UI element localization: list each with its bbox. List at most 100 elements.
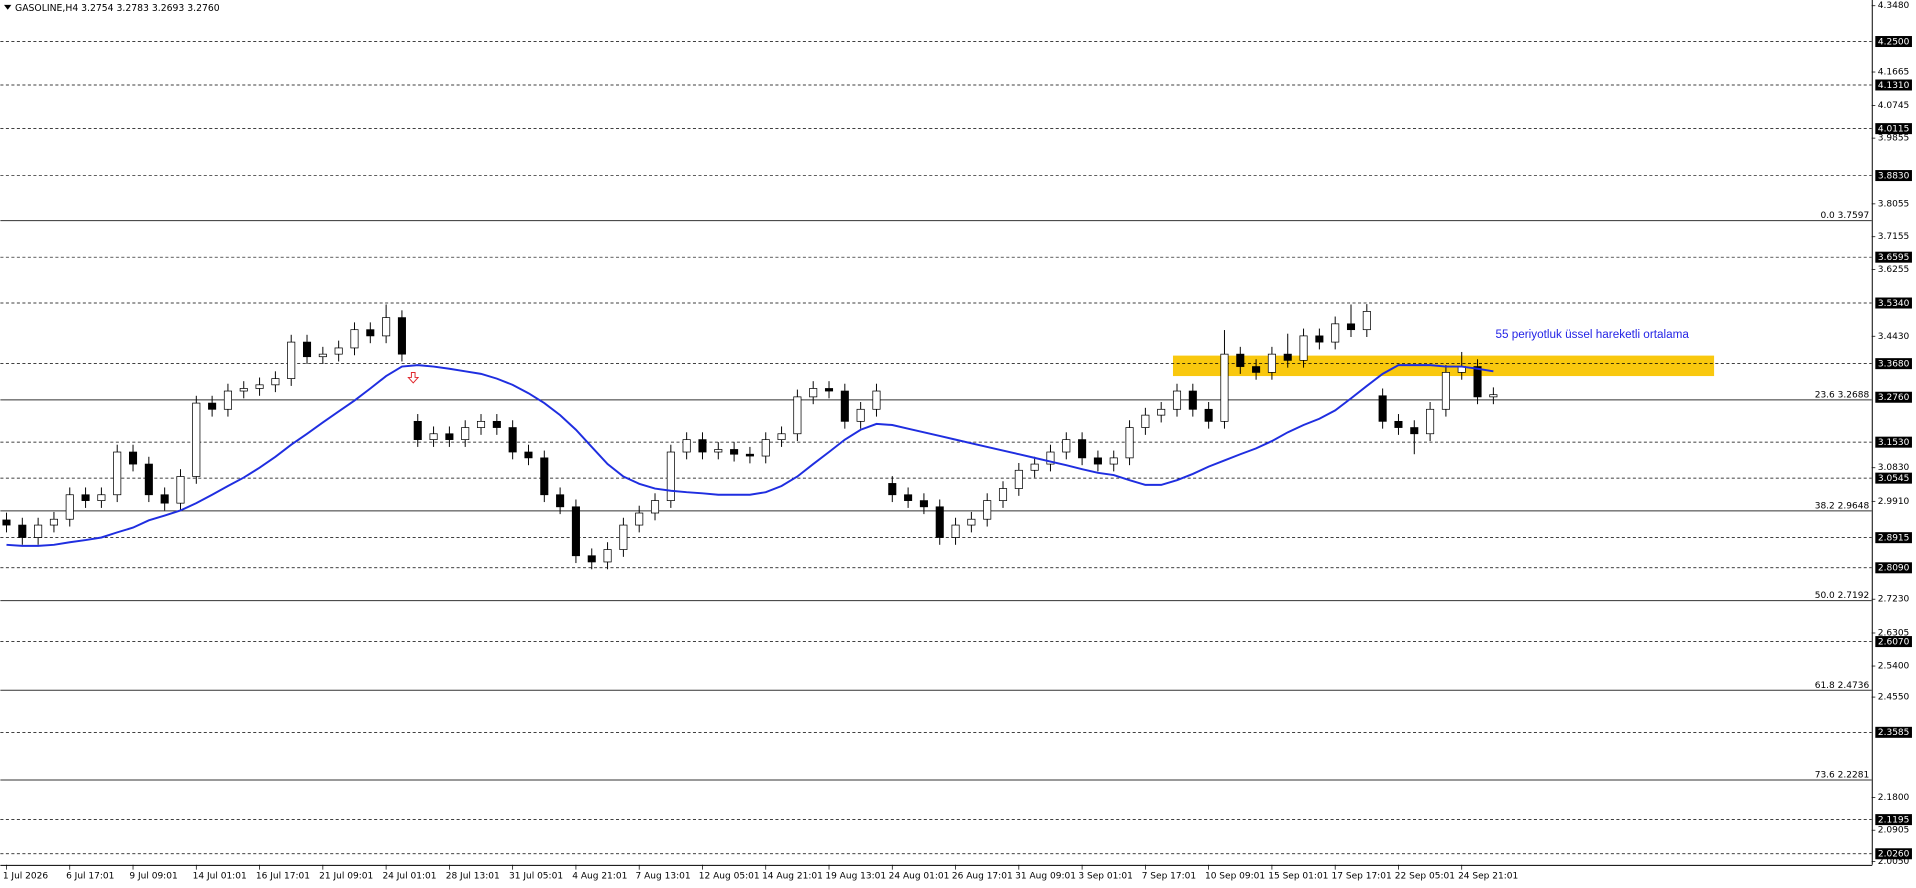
candle-body xyxy=(745,453,754,457)
candle-body xyxy=(872,390,881,410)
level-label: 4.1310 xyxy=(1878,81,1910,91)
ema-line xyxy=(6,364,1494,547)
y-tick-label: 3.8055 xyxy=(1878,199,1910,209)
candle-body xyxy=(1441,372,1450,410)
candle-body xyxy=(730,449,739,455)
level-label: 2.0260 xyxy=(1878,850,1910,860)
candle-body xyxy=(904,494,913,501)
candle-body xyxy=(524,451,533,459)
fib-label: 0.0 3.7597 xyxy=(1820,211,1869,221)
candle-body xyxy=(144,463,153,496)
level-label-box xyxy=(1875,358,1912,370)
y-tick-label: 3.7155 xyxy=(1878,232,1910,242)
candle-body xyxy=(239,388,248,392)
candle-body xyxy=(476,420,486,428)
y-tick-label: 3.9855 xyxy=(1878,134,1910,144)
candle-body xyxy=(1220,353,1229,422)
candle-body xyxy=(856,408,865,422)
candle-body xyxy=(1299,335,1308,361)
level-label-box xyxy=(1875,297,1912,309)
candle-body xyxy=(824,388,834,392)
y-tick-label: 3.4430 xyxy=(1878,332,1910,342)
candle-body xyxy=(176,476,185,504)
x-tick-label: 9 Jul 09:01 xyxy=(129,871,177,881)
y-tick-label: 3.0830 xyxy=(1878,463,1910,473)
candle-body xyxy=(287,341,296,379)
menu-triangle[interactable] xyxy=(4,4,12,10)
candle-body xyxy=(1252,366,1261,373)
y-tick-label: 3.6255 xyxy=(1878,265,1910,275)
candle-body xyxy=(1346,323,1356,331)
candle-body xyxy=(777,433,786,440)
candle-body xyxy=(761,439,770,457)
candle-body xyxy=(1172,390,1182,410)
level-label-box xyxy=(1875,123,1912,135)
level-label: 2.8090 xyxy=(1878,564,1910,574)
candle-body xyxy=(1283,353,1292,361)
candle-body xyxy=(556,494,565,508)
y-tick-label: 2.6305 xyxy=(1878,628,1910,638)
level-label: 2.8915 xyxy=(1878,534,1910,544)
annotation: 55 periyotluk üssel hareketli ortalama xyxy=(1495,328,1689,341)
x-tick-label: 16 Jul 17:01 xyxy=(256,871,310,881)
level-label-box xyxy=(1875,814,1912,826)
candle-body xyxy=(429,433,438,440)
candle-body xyxy=(571,506,580,557)
level-label: 2.3585 xyxy=(1878,728,1910,738)
candle-body xyxy=(1188,390,1197,410)
candle-body xyxy=(97,494,106,501)
x-tick-label: 26 Aug 17:01 xyxy=(952,871,1013,881)
fib-label: 23.6 3.2688 xyxy=(1815,390,1870,400)
candle-body xyxy=(208,402,217,410)
top-layer: 4.3480 4.1665 4.0745 3.9855 3.8055 3.7155 3.62… xyxy=(3,1,1912,881)
candle-body xyxy=(666,451,675,501)
y-tick-label: 2.4550 xyxy=(1878,693,1910,703)
level-label-box xyxy=(1875,562,1912,574)
candle-body xyxy=(1489,394,1498,398)
candle-body xyxy=(1093,457,1102,465)
candle-body xyxy=(34,524,43,538)
candle-body xyxy=(951,524,960,538)
current-price-box xyxy=(1875,391,1912,403)
candle-body xyxy=(1315,335,1324,343)
x-tick-label: 4 Aug 21:01 xyxy=(572,871,627,881)
level-label: 3.8830 xyxy=(1878,171,1910,181)
x-tick-label: 3 Sep 01:01 xyxy=(1078,871,1132,881)
candle-body xyxy=(919,500,928,508)
candle-body xyxy=(334,347,343,355)
level-label-box xyxy=(1875,36,1912,48)
candle-body xyxy=(128,451,138,465)
candle-body xyxy=(113,451,122,496)
candle-body xyxy=(1204,408,1213,422)
x-tick-label: 17 Sep 17:01 xyxy=(1332,871,1392,881)
level-label-box xyxy=(1875,472,1912,484)
x-tick-label: 19 Aug 13:01 xyxy=(825,871,886,881)
candle-body xyxy=(540,457,549,496)
candle-body xyxy=(1014,469,1023,489)
level-label-box xyxy=(1875,726,1912,738)
level-label: 3.6595 xyxy=(1878,253,1910,263)
candle-body xyxy=(603,549,612,563)
fib-label: 50.0 2.7192 xyxy=(1815,591,1870,601)
x-tick-label: 31 Aug 09:01 xyxy=(1015,871,1076,881)
candle-body xyxy=(1394,420,1403,428)
candle-body xyxy=(1236,353,1245,367)
candle-body xyxy=(382,317,391,337)
candle-body xyxy=(1426,408,1435,435)
candle-body xyxy=(1062,439,1071,453)
candle-body xyxy=(1109,457,1118,465)
fib-label: 38.2 2.9648 xyxy=(1815,502,1870,512)
y-tick-label: 4.1665 xyxy=(1878,68,1910,78)
candle-body xyxy=(1410,427,1419,435)
x-tick-label: 10 Sep 09:01 xyxy=(1205,871,1265,881)
level-label: 2.6070 xyxy=(1878,637,1910,647)
sell-arrow-icon xyxy=(407,372,420,384)
candle-body xyxy=(271,378,280,386)
fib-label: 61.8 2.4736 xyxy=(1815,681,1870,691)
candle-body xyxy=(1030,463,1039,471)
y-tick-label: 2.7230 xyxy=(1878,595,1910,605)
candle-body xyxy=(650,500,660,514)
